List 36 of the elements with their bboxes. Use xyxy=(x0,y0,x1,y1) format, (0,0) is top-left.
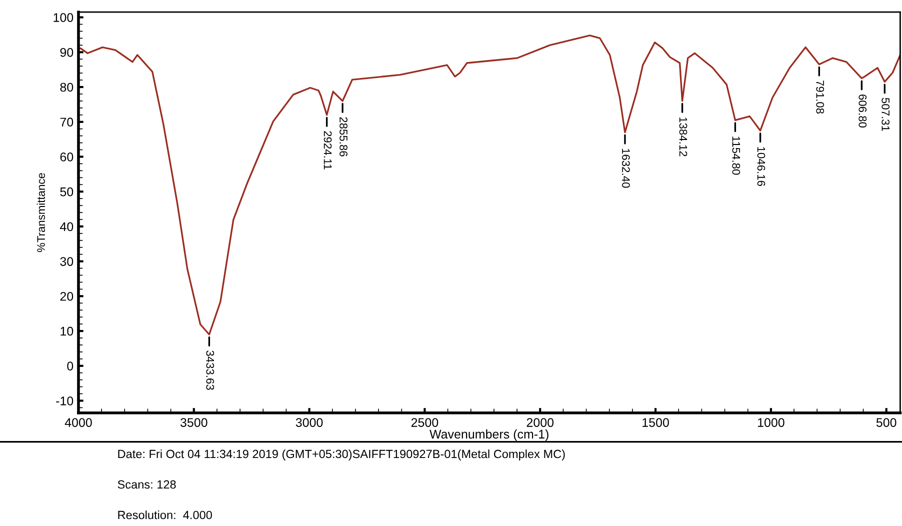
annotation: 606.80 xyxy=(858,94,867,128)
annotation: 1632.40 xyxy=(622,148,630,188)
x-tick-label: 2000 xyxy=(526,418,554,427)
y-tick-label: 40 xyxy=(60,222,74,232)
y-tick-label: 100 xyxy=(54,13,74,22)
annotation: 791.08 xyxy=(816,80,824,114)
y-tick-label: 60 xyxy=(60,152,74,162)
x-axis-title: Wavenumbers (cm-1) xyxy=(430,429,548,442)
x-tick-label: 3000 xyxy=(296,418,323,427)
annotation: 1046.16 xyxy=(757,147,766,186)
x-tick-label: 3500 xyxy=(180,418,208,427)
y-tick-label: 10 xyxy=(60,326,74,336)
y-tick-label: 0 xyxy=(67,362,74,371)
x-tick-label: 1000 xyxy=(758,418,784,427)
annotation: 2924.11 xyxy=(324,131,332,170)
y-axis-title: %Transmittance xyxy=(36,173,46,252)
annotation: 507.31 xyxy=(882,98,890,131)
annotation: 1154.80 xyxy=(732,136,740,175)
x-tick-label: 1500 xyxy=(642,418,669,427)
y-tick-label: 70 xyxy=(60,118,74,127)
line-series xyxy=(78,34,900,336)
text: Scans: 128 xyxy=(118,480,176,489)
y-tick-label: 50 xyxy=(60,187,74,196)
x-tick-label: 2500 xyxy=(411,418,438,427)
y-tick-label: 20 xyxy=(60,292,74,301)
y-tick-label: 30 xyxy=(60,257,74,266)
y-tick-label: 90 xyxy=(60,48,74,57)
annotation: 1384.12 xyxy=(679,118,688,156)
x-tick-label: 500 xyxy=(876,418,896,427)
x-tick-label: 4000 xyxy=(64,418,92,427)
y-tick-label: -10 xyxy=(56,396,74,406)
annotation: 3433.63 xyxy=(206,350,214,390)
text: Resolution: 4.000 xyxy=(118,510,212,520)
y-tick-label: 80 xyxy=(60,82,74,92)
annotation: 2855.86 xyxy=(340,117,348,156)
text: Date: Fri Oct 04 11:34:19 2019 (GMT+05:30)SAIFFT190927B-01(Metal Complex MC) xyxy=(118,449,565,460)
